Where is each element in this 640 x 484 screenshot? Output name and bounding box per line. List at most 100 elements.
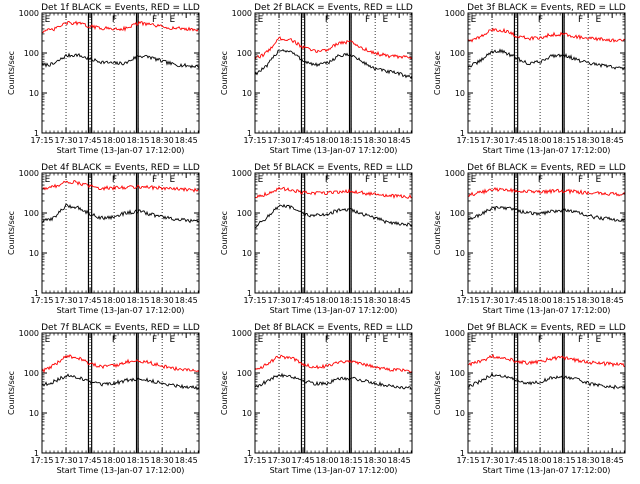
chart-panel: Det 7f BLACK = Events, RED = LLD E F F E 1 10 1… [7, 323, 200, 475]
x-tick-label: 17:15 [456, 456, 479, 465]
x-tick-label: 18:00 [529, 456, 552, 465]
interval-marker-label: F [152, 15, 157, 25]
interval-marker-label: E [258, 175, 264, 185]
y-tick-label: 1000 [445, 9, 465, 18]
interval-marker-label: F [538, 335, 543, 345]
y-tick-label: 1 [460, 449, 465, 458]
x-tick-label: 18:15 [553, 136, 576, 145]
y-tick-label: 1 [34, 289, 39, 298]
x-tick-label: 18:45 [388, 136, 411, 145]
x-tick-label: 18:00 [103, 296, 126, 305]
y-axis-label: Counts/sec [220, 51, 229, 95]
x-tick-label: 18:15 [127, 456, 150, 465]
y-tick-label: 10 [455, 409, 465, 418]
x-tick-label: 17:15 [243, 296, 266, 305]
y-tick-label: 1000 [232, 169, 252, 178]
series-line-events [254, 203, 413, 228]
chart-title: Det 8f BLACK = Events, RED = LLD [254, 323, 413, 333]
x-tick-label: 18:45 [601, 136, 624, 145]
y-axis-label: Counts/sec [7, 51, 16, 95]
x-tick-label: 17:15 [456, 296, 479, 305]
chart-panel: Det 8f BLACK = Events, RED = LLD E F F E 1 10 1… [220, 323, 413, 475]
y-tick-label: 1 [247, 129, 252, 138]
x-tick-label: 17:30 [54, 296, 77, 305]
x-tick-label: 17:30 [480, 296, 503, 305]
y-tick-label: 100 [24, 209, 39, 218]
series-line-events [41, 203, 200, 224]
interval-marker-label: F [365, 175, 370, 185]
y-tick-label: 1 [460, 129, 465, 138]
x-tick-label: 18:00 [103, 456, 126, 465]
x-axis-label: Start Time (13-Jan-07 17:12:00) [57, 466, 185, 475]
chart-panel: Det 5f BLACK = Events, RED = LLD E F F E 1 10 1… [220, 163, 413, 315]
x-axis-label: Start Time (13-Jan-07 17:12:00) [57, 146, 185, 155]
x-tick-label: 17:45 [79, 296, 102, 305]
series-line-events [41, 52, 200, 69]
x-tick-label: 18:30 [151, 456, 174, 465]
plot-frame [41, 332, 200, 454]
x-tick-label: 18:15 [553, 296, 576, 305]
y-tick-label: 1 [247, 449, 252, 458]
x-tick-label: 18:00 [529, 296, 552, 305]
interval-marker-label: F [152, 175, 157, 185]
y-tick-label: 10 [29, 409, 39, 418]
interval-marker-label: E [471, 15, 477, 25]
x-tick-label: 18:15 [553, 456, 576, 465]
x-tick-label: 17:30 [54, 136, 77, 145]
x-tick-label: 17:30 [267, 456, 290, 465]
series-line-lld [254, 36, 413, 61]
interval-marker-label: F [538, 175, 543, 185]
x-tick-label: 18:30 [364, 456, 387, 465]
x-tick-label: 18:45 [601, 296, 624, 305]
series-line-lld [467, 27, 626, 43]
chart-panel: Det 4f BLACK = Events, RED = LLD E F F E 1 10 1… [7, 163, 200, 315]
x-tick-label: 17:45 [505, 456, 528, 465]
x-tick-label: 18:45 [388, 296, 411, 305]
chart-panel: Det 3f BLACK = Events, RED = LLD E F F E 1 10 1… [433, 3, 626, 155]
x-tick-label: 18:30 [577, 296, 600, 305]
chart-title: Det 3f BLACK = Events, RED = LLD [467, 3, 626, 13]
series-line-lld [41, 20, 200, 34]
y-axis-label: Counts/sec [433, 211, 442, 255]
interval-marker-label: F [112, 335, 117, 345]
x-tick-label: 18:30 [151, 296, 174, 305]
y-tick-label: 10 [29, 249, 39, 258]
interval-marker-label: F [152, 335, 157, 345]
interval-marker-label: F [112, 175, 117, 185]
y-tick-label: 100 [450, 369, 465, 378]
x-tick-label: 17:45 [292, 136, 315, 145]
x-tick-label: 18:00 [316, 296, 339, 305]
y-tick-label: 100 [24, 369, 39, 378]
y-tick-label: 100 [24, 49, 39, 58]
x-tick-label: 18:30 [151, 136, 174, 145]
x-tick-label: 17:45 [505, 296, 528, 305]
interval-marker-label: F [578, 335, 583, 345]
y-tick-label: 1000 [232, 9, 252, 18]
x-tick-label: 17:30 [54, 456, 77, 465]
plot-frame [254, 332, 413, 454]
y-tick-label: 100 [237, 49, 252, 58]
chart-title: Det 1f BLACK = Events, RED = LLD [41, 3, 200, 13]
series-line-lld [41, 180, 199, 193]
series-line-events [41, 373, 200, 391]
x-tick-label: 17:45 [292, 296, 315, 305]
x-tick-label: 18:30 [364, 296, 387, 305]
plot-frame [41, 12, 200, 134]
y-tick-label: 1000 [232, 329, 252, 338]
interval-marker-label: F [325, 175, 330, 185]
interval-marker-label: E [383, 175, 389, 185]
chart-panel: Det 1f BLACK = Events, RED = LLD E F F E 1 10 1… [7, 3, 200, 155]
interval-marker-label: E [383, 15, 389, 25]
series-line-events [467, 48, 626, 71]
x-tick-label: 17:15 [243, 456, 266, 465]
x-tick-label: 18:00 [103, 136, 126, 145]
y-tick-label: 1000 [19, 329, 39, 338]
x-tick-label: 17:30 [267, 136, 290, 145]
y-axis-label: Counts/sec [220, 371, 229, 415]
chart-panel: Det 6f BLACK = Events, RED = LLD E F F E 1 10 1… [433, 163, 626, 315]
series-line-events [467, 372, 626, 390]
interval-marker-label: E [383, 335, 389, 345]
interval-marker-label: E [170, 15, 176, 25]
series-line-lld [467, 187, 626, 198]
